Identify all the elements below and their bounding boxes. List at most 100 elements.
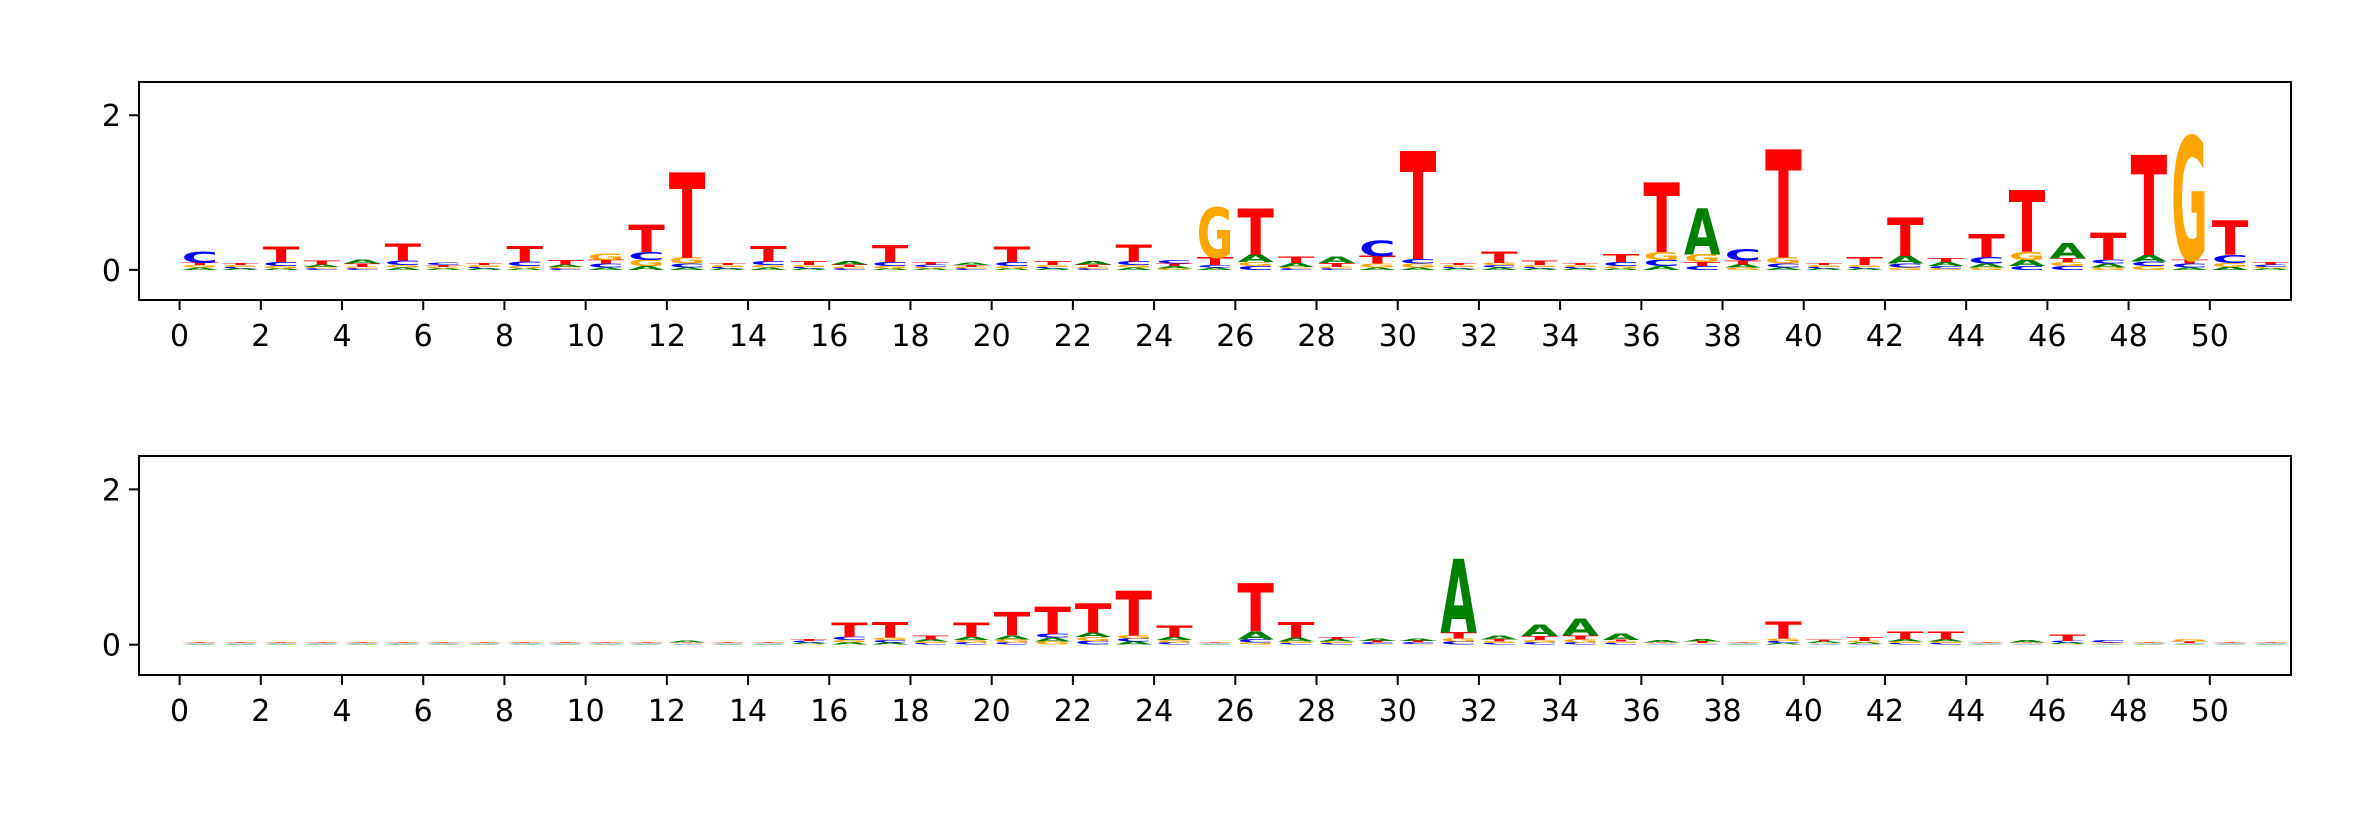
logo-glyph: T (1359, 254, 1396, 266)
logo-glyph: A (506, 644, 543, 645)
logo-glyph: G (669, 256, 706, 266)
logo-glyph: C (1319, 643, 1356, 645)
logo-glyph: A (994, 268, 1031, 270)
logo-glyph: G (2171, 639, 2208, 643)
logo-glyph: A (1562, 614, 1599, 641)
logo-glyph: G (588, 642, 625, 643)
x-tick-label: 28 (1297, 694, 1335, 729)
logo-glyph: A (1684, 196, 1721, 270)
logo-glyph: G (182, 265, 219, 269)
logo-glyph: T (1400, 640, 1437, 642)
logo-glyph: T (2212, 641, 2249, 642)
y-tick-label: 2 (102, 473, 121, 508)
logo-glyph: C (344, 643, 381, 644)
logo-glyph: A (1116, 641, 1153, 646)
logo-glyph: G (303, 266, 340, 268)
logo-glyph: A (1887, 254, 1924, 266)
logo-glyph: C (1968, 256, 2005, 266)
logo-glyph: G (1562, 639, 1599, 644)
logo-glyph: G (628, 258, 665, 268)
logo-glyph: C (263, 643, 300, 644)
logo-glyph: G (1725, 642, 1762, 643)
glyphs: AGTCACGTAGCTCGATCGTAAGCTAGTCACGTAGCTCGAT… (182, 104, 2290, 300)
logo-glyph: G (1156, 268, 1193, 270)
logo-glyph: A (709, 644, 746, 645)
logo-glyph: T (506, 641, 543, 642)
logo-glyph: T (1562, 263, 1599, 265)
logo-glyph: A (547, 644, 584, 645)
logo-glyph: G (913, 266, 950, 268)
logo-glyph: C (2049, 265, 2086, 271)
logo-glyph: G (1846, 265, 1883, 267)
logo-glyph: G (1278, 641, 1315, 643)
logo-glyph: A (1765, 643, 1802, 645)
logo-glyph: T (1522, 635, 1559, 641)
logo-glyph: A (1725, 264, 1762, 269)
logo-glyph: C (1116, 260, 1153, 266)
logo-glyph: T (385, 641, 422, 642)
logo-glyph: T (2009, 174, 2046, 272)
logo-glyph: C (1887, 263, 1924, 269)
logo-glyph: G (588, 252, 625, 262)
logo-glyph: T (750, 641, 787, 642)
logo-glyph: T (1156, 622, 1193, 641)
logo-glyph: T (1765, 617, 1802, 644)
logo-glyph: G (263, 265, 300, 269)
logo-glyph: G (2090, 643, 2127, 644)
logo-glyph: T (2252, 262, 2289, 266)
x-tick-label: 28 (1297, 319, 1335, 354)
logo-glyph: G (994, 265, 1031, 269)
logo-glyph: G (1319, 266, 1356, 268)
logo-glyph: T (1034, 600, 1071, 643)
logo-glyph: G (2049, 644, 2086, 645)
logo-glyph: C (1400, 642, 1437, 644)
logo-glyph: G (1968, 642, 2005, 643)
logo-glyph: C (628, 250, 665, 262)
logo-glyph: A (1440, 268, 1477, 270)
x-tick-label: 32 (1460, 319, 1498, 354)
logo-glyph: C (547, 643, 584, 644)
logo-glyph: C (913, 643, 950, 645)
logo-glyph: T (344, 263, 381, 268)
logo-glyph: T (1197, 641, 1234, 642)
logo-glyph: T (872, 241, 909, 268)
logo-glyph: A (872, 642, 909, 646)
logo-glyph: G (913, 641, 950, 643)
logo-glyph: T (791, 639, 828, 641)
x-tick-label: 12 (648, 319, 686, 354)
logo-glyph: C (1806, 266, 1843, 268)
x-tick-label: 20 (973, 319, 1011, 354)
logo-glyph: T (1116, 240, 1153, 267)
x-tick-label: 14 (729, 319, 767, 354)
logo-glyph: G (1278, 266, 1315, 268)
logo-glyph: A (1603, 268, 1640, 270)
logo-glyph: C (669, 263, 706, 269)
x-tick-label: 42 (1866, 319, 1904, 354)
logo-glyph: C (953, 642, 990, 646)
logo-glyph: T (1765, 121, 1802, 294)
logo-glyph: T (1643, 165, 1680, 276)
logo-glyph: C (2090, 259, 2127, 265)
logo-glyph: T (953, 265, 990, 267)
logo-glyph: G (1846, 640, 1883, 642)
logo-glyph: A (1928, 261, 1965, 267)
x-tick-label: 26 (1216, 319, 1254, 354)
logo-glyph: A (1522, 621, 1559, 640)
logo-glyph: G (466, 265, 503, 267)
logo-glyph: C (709, 643, 746, 644)
logo-glyph: C (2252, 643, 2289, 644)
logo-glyph: C (182, 248, 219, 267)
logo-glyph: T (1928, 257, 1965, 263)
logo-glyph: T (709, 263, 746, 265)
logo-glyph: G (1440, 265, 1477, 267)
logo-glyph: A (1846, 642, 1883, 644)
x-tick-label: 30 (1379, 694, 1417, 729)
logo-glyph: A (2090, 263, 2127, 269)
logo-glyph: T (385, 239, 422, 266)
logo-glyph: C (1481, 265, 1518, 269)
logo-glyph: G (2049, 261, 2086, 267)
logo-glyph: T (831, 619, 868, 641)
x-tick-label: 4 (332, 694, 351, 729)
logo-glyph: A (2171, 267, 2208, 271)
logo-glyph: A (669, 267, 706, 271)
